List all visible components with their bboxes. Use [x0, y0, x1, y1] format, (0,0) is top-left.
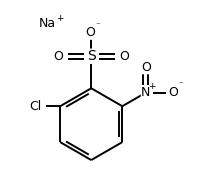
Text: Cl: Cl: [29, 100, 41, 113]
Text: O: O: [53, 50, 63, 63]
Text: O: O: [168, 86, 178, 99]
Text: +: +: [56, 14, 64, 23]
Text: N: N: [141, 86, 150, 99]
Text: O: O: [141, 61, 151, 74]
Text: O: O: [85, 26, 95, 40]
Text: ⁻: ⁻: [96, 22, 100, 31]
Text: O: O: [119, 50, 129, 63]
Text: Na: Na: [39, 17, 56, 30]
Text: S: S: [87, 49, 96, 63]
Text: +: +: [148, 82, 156, 91]
Text: ⁻: ⁻: [178, 81, 183, 90]
